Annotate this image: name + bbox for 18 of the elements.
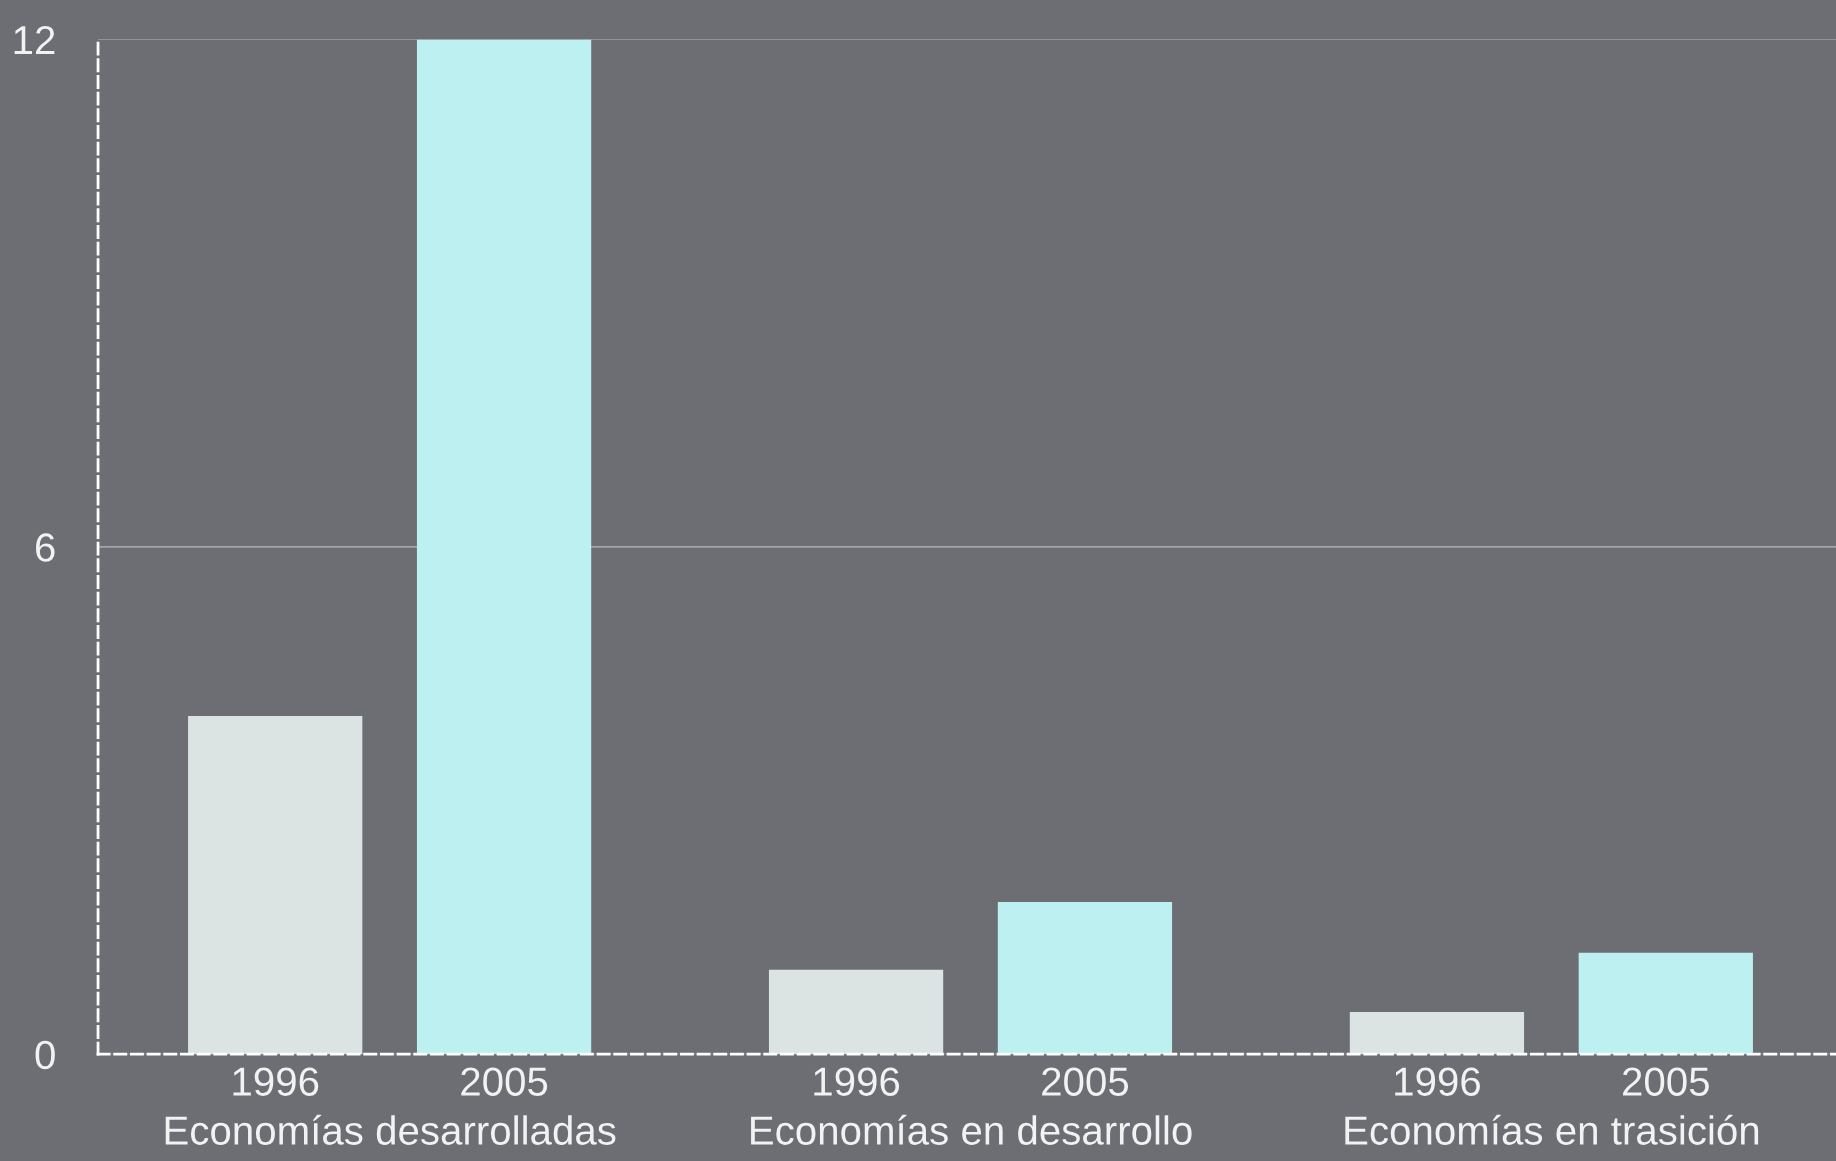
- y-tick-label: 6: [36, 533, 55, 562]
- bar: [768, 969, 944, 1055]
- text: 1996: [1395, 1067, 1480, 1096]
- y-tick-label: 12: [14, 25, 55, 55]
- y-tick-label: 0: [35, 1040, 55, 1070]
- bar: [1349, 1011, 1525, 1055]
- series-label: 1996: [233, 1067, 319, 1096]
- text: 1996: [814, 1067, 900, 1096]
- text: 2005: [1623, 1067, 1709, 1096]
- text: 2005: [1042, 1067, 1129, 1096]
- bar: [997, 901, 1173, 1055]
- x-tick-label: Economías en trasición: [1345, 1114, 1759, 1145]
- x-tick-label: Economías desarrolladas: [165, 1114, 616, 1145]
- bar: [188, 715, 363, 1055]
- bar: [1578, 952, 1753, 1055]
- bar: [416, 39, 592, 1055]
- series-label: 2005: [461, 1067, 548, 1096]
- x-tick-label: Economías en desarrollo: [751, 1114, 1192, 1145]
